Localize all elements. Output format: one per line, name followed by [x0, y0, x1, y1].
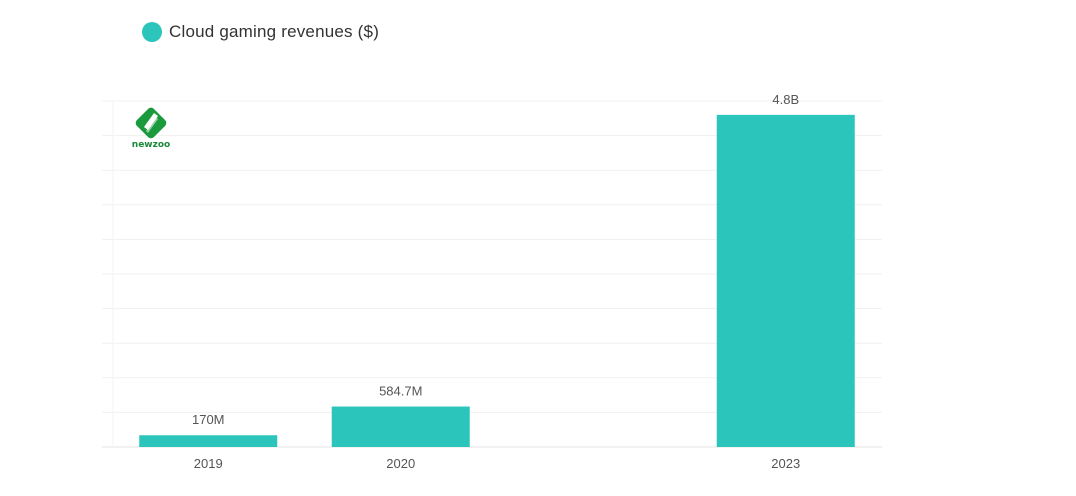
chart-legend: Cloud gaming revenues ($) — [142, 20, 379, 44]
logo-text: newzoo — [131, 140, 171, 150]
bar-2023[interactable] — [716, 114, 855, 447]
data-label-2019: 170M — [192, 412, 225, 427]
legend-swatch — [142, 22, 162, 42]
bar-2020[interactable] — [331, 406, 470, 447]
x-tick-label-2023: 2023 — [771, 456, 800, 471]
newzoo-logo: newzoo — [128, 105, 174, 155]
data-label-2020: 584.7M — [379, 384, 422, 399]
data-labels: 170M 584.7M 4.8B — [192, 92, 799, 427]
x-tick-label-2019: 2019 — [194, 456, 223, 471]
data-label-2023: 4.8B — [772, 92, 799, 107]
newzoo-logo-icon — [135, 107, 167, 139]
bars — [139, 114, 855, 447]
bar-2019[interactable] — [139, 435, 278, 447]
x-tick-labels: 2019 2020 2023 — [194, 456, 800, 471]
x-tick-label-2020: 2020 — [386, 456, 415, 471]
legend-label: Cloud gaming revenues ($) — [169, 22, 380, 41]
